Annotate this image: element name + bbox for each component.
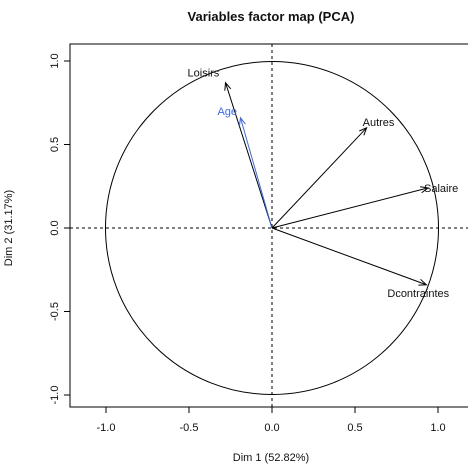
- variable-label: Autres: [363, 117, 395, 129]
- y-tick-label: 1.0: [49, 53, 61, 68]
- x-tick-label: -0.5: [180, 422, 199, 434]
- variable-age: Age: [217, 106, 273, 229]
- arrow-head: [420, 186, 430, 194]
- chart-title: Variables factor map (PCA): [188, 9, 355, 24]
- variable-autres: Autres: [271, 117, 395, 229]
- axis-ticks: -1.0 -0.5 0.0 0.5 1.0 -1.0 -0.5 0.0 0.5 1.0: [49, 53, 446, 434]
- variable-salaire: Salaire: [271, 183, 458, 229]
- x-tick-label: 0.5: [347, 422, 362, 434]
- y-tick-label: -0.5: [49, 302, 61, 321]
- arrow-line: [271, 127, 367, 229]
- y-tick-label: 0.5: [49, 137, 61, 152]
- arrow-head: [418, 278, 428, 286]
- variable-label: Loisirs: [188, 68, 220, 80]
- arrow-line: [225, 82, 273, 229]
- variable-dcontraintes: Dcontraintes: [271, 227, 450, 300]
- x-tick-label: -1.0: [97, 422, 116, 434]
- x-tick-label: 1.0: [430, 422, 445, 434]
- x-axis-label: Dim 1 (52.82%): [233, 452, 309, 464]
- variable-arrows: Loisirs Age Autres Salaire Dcontraintes: [188, 68, 459, 300]
- reference-lines: [70, 44, 468, 407]
- x-tick-label: 0.0: [264, 422, 279, 434]
- y-tick-label: -1.0: [49, 386, 61, 405]
- y-axis-label: Dim 2 (31.17%): [3, 190, 15, 266]
- arrow-head: [224, 81, 232, 91]
- variable-label: Age: [217, 106, 237, 118]
- arrow-head: [238, 116, 246, 126]
- y-tick-label: 0.0: [49, 220, 61, 235]
- variable-label: Salaire: [424, 183, 458, 195]
- variable-label: Dcontraintes: [387, 288, 449, 300]
- arrow-line: [271, 187, 429, 229]
- arrow-line: [239, 117, 273, 229]
- arrow-line: [271, 227, 427, 286]
- plot-frame: [69, 43, 468, 408]
- variable-loisirs: Loisirs: [188, 68, 273, 229]
- correlation-circle: [105, 61, 439, 395]
- arrow-head: [359, 126, 368, 136]
